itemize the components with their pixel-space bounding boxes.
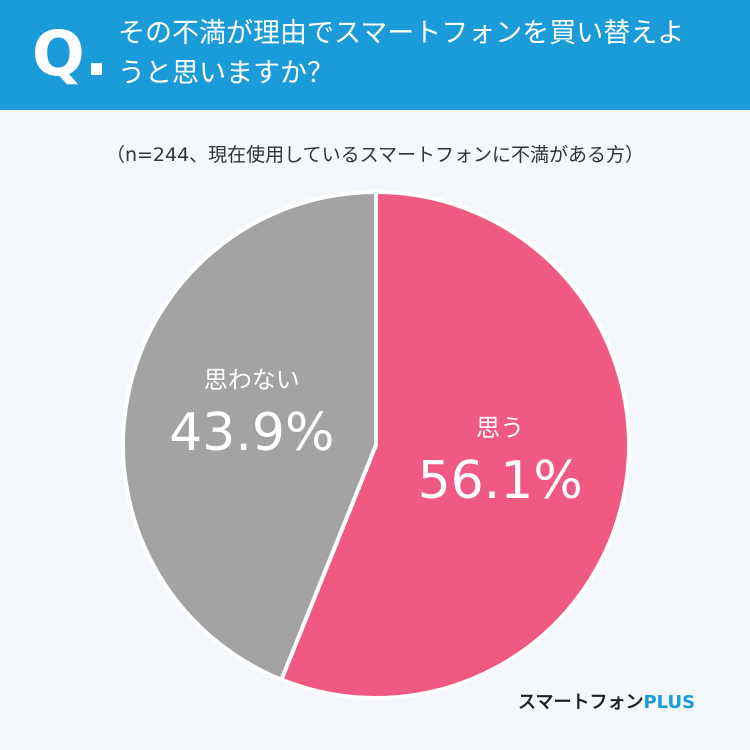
- logo: スマートフォンPLUS: [518, 688, 695, 714]
- logo-suffix: PLUS: [643, 692, 696, 713]
- question-label: Q.: [32, 17, 109, 90]
- pie-slice: [278, 189, 631, 700]
- header: Q. その不満が理由でスマートフォンを買い替えようと思いますか？: [0, 0, 750, 110]
- value-label: 43.9%: [169, 403, 334, 463]
- logo-text: スマートフォン: [518, 692, 644, 713]
- slice-label: 思わない: [204, 366, 300, 394]
- slice-label: 思う: [476, 414, 524, 442]
- value-label: 56.1%: [418, 451, 583, 511]
- pie-slice: [121, 189, 378, 683]
- subtitle: （n=244、現在使用しているスマートフォンに不満がある方）: [105, 144, 645, 166]
- chart-title: その不満が理由でスマートフォンを買い替えようと思いますか？: [118, 18, 685, 89]
